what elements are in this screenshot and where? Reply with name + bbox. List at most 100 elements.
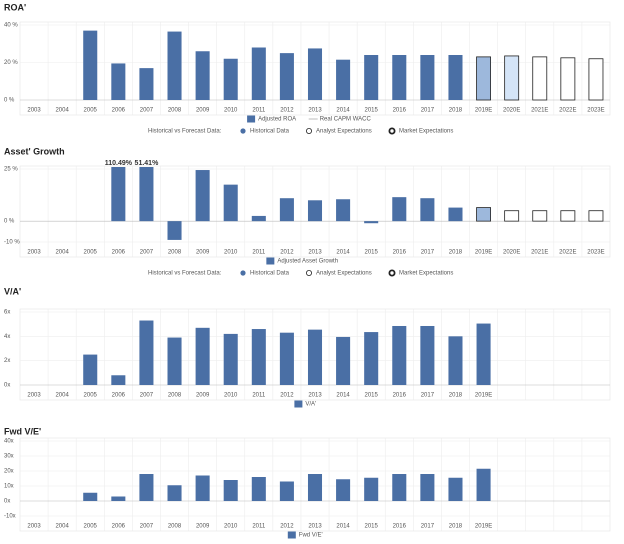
plot-frame — [19, 165, 611, 258]
bar — [336, 336, 351, 385]
bar — [195, 327, 210, 385]
legend-label: Fwd V/E' — [299, 533, 323, 539]
x-tick-label: 2022E — [559, 108, 576, 114]
x-tick-label: 2013 — [308, 524, 322, 530]
bar — [195, 170, 210, 222]
x-tick-label: 2012 — [280, 250, 294, 256]
legend-swatch — [294, 400, 303, 408]
bar — [448, 55, 463, 100]
bars — [83, 468, 491, 501]
forecast-legend-marker — [240, 270, 246, 276]
bar — [83, 354, 98, 385]
x-tick-label: 2007 — [140, 250, 154, 256]
bar — [279, 481, 294, 501]
y-tick-label: 20 % — [4, 60, 18, 66]
bar — [448, 336, 463, 385]
x-tick-label: 2011 — [252, 524, 266, 530]
x-tick-label: 2004 — [55, 524, 69, 530]
x-tick-label: 2017 — [421, 250, 435, 256]
x-tick-label: 2017 — [421, 524, 435, 530]
bar — [167, 485, 182, 501]
chart-title: ROA' — [4, 2, 26, 12]
bar — [167, 31, 182, 100]
bar — [364, 332, 379, 385]
x-tick-label: 2016 — [393, 393, 407, 399]
y-tick-label: 25 % — [4, 167, 18, 173]
bar — [476, 207, 491, 222]
bar — [420, 55, 435, 100]
bar — [251, 329, 266, 385]
y-tick-label: -10x — [4, 514, 16, 520]
x-tick-label: 2013 — [308, 108, 322, 114]
x-tick-label: 2019E — [475, 108, 492, 114]
x-tick-label: 2006 — [112, 108, 126, 114]
bar — [532, 210, 548, 222]
bar — [307, 474, 323, 501]
x-tick-label: 2011 — [252, 250, 266, 256]
x-tick-label: 2021E — [531, 108, 548, 114]
bar — [336, 479, 351, 501]
x-tick-label: 2003 — [27, 393, 41, 399]
x-tick-label: 2016 — [393, 524, 407, 530]
bar — [420, 325, 435, 385]
bar — [139, 474, 154, 501]
x-tick-label: 2007 — [140, 524, 154, 530]
x-tick-label: 2010 — [224, 393, 238, 399]
bar — [392, 325, 407, 385]
bar — [307, 329, 323, 385]
x-tick-label: 2018 — [449, 524, 463, 530]
bar — [588, 210, 604, 222]
x-tick-label: 2004 — [55, 393, 69, 399]
chart-title: V/A' — [4, 286, 21, 296]
bar — [83, 492, 98, 501]
bar — [223, 184, 238, 222]
x-tick-label: 2016 — [393, 250, 407, 256]
bar — [111, 496, 126, 501]
bar — [307, 48, 323, 100]
bar — [139, 167, 154, 222]
x-tick-label: 2008 — [168, 524, 182, 530]
x-tick-label: 2005 — [84, 393, 98, 399]
bar — [336, 199, 351, 222]
x-tick-label: 2013 — [308, 393, 322, 399]
bars — [83, 30, 604, 101]
x-tick-label: 2003 — [27, 108, 41, 114]
forecast-legend-item: Analyst Expectations — [316, 129, 372, 135]
plot-frame — [19, 308, 611, 401]
y-tick-label: 4x — [4, 334, 10, 340]
forecast-legend-label: Historical vs Forecast Data: — [148, 271, 222, 277]
y-tick-label: 40 % — [4, 23, 18, 29]
bar — [223, 333, 238, 385]
bar — [504, 210, 520, 222]
x-tick-label: 2011 — [252, 108, 266, 114]
forecast-legend-marker — [305, 269, 312, 276]
x-tick-label: 2019E — [475, 524, 492, 530]
x-tick-label: 2013 — [308, 250, 322, 256]
x-tick-label: 2005 — [84, 108, 98, 114]
x-tick-label: 2012 — [280, 393, 294, 399]
forecast-legend-marker — [388, 127, 396, 135]
bar — [83, 30, 98, 100]
x-tick-label: 2014 — [336, 393, 350, 399]
legend-label: Adjusted ROA — [258, 117, 296, 123]
x-tick-label: 2010 — [224, 524, 238, 530]
bar — [392, 474, 407, 501]
x-tick-label: 2018 — [449, 108, 463, 114]
bar — [279, 332, 294, 385]
forecast-legend-item: Market Expectations — [399, 271, 453, 277]
bar — [560, 210, 576, 222]
x-tick-label: 2017 — [421, 393, 435, 399]
bar — [476, 56, 491, 101]
x-tick-label: 2004 — [55, 250, 69, 256]
y-tick-label: 0 % — [4, 219, 15, 225]
forecast-legend-item: Historical Data — [250, 129, 290, 135]
forecast-legend-item: Market Expectations — [399, 129, 453, 135]
x-tick-label: 2016 — [393, 108, 407, 114]
forecast-legend-item: Analyst Expectations — [316, 271, 372, 277]
x-tick-label: 2023E — [587, 108, 604, 114]
bar — [279, 53, 294, 100]
bar — [588, 58, 604, 101]
x-tick-label: 2023E — [587, 250, 604, 256]
legend-swatch — [287, 531, 296, 539]
